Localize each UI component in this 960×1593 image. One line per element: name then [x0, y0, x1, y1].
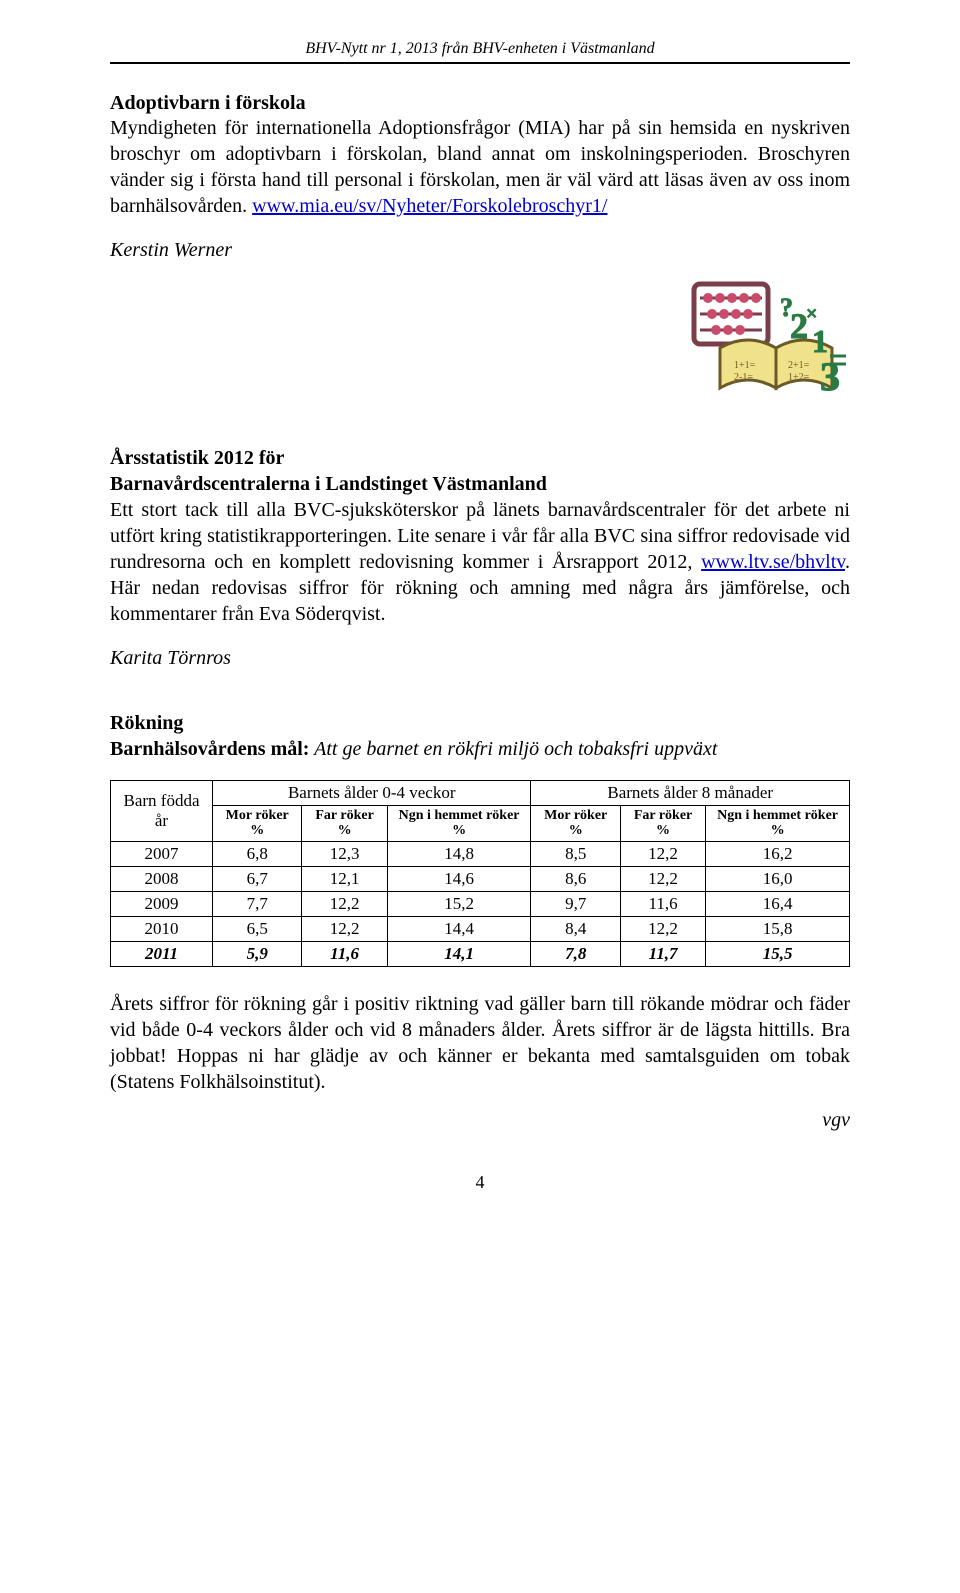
cell: 9,7	[531, 891, 620, 916]
table-row: 2007 6,8 12,3 14,8 8,5 12,2 16,2	[111, 841, 850, 866]
cell: 12,2	[302, 891, 387, 916]
title-line1: Årsstatistik 2012 för	[110, 447, 284, 469]
abacus-numbers-icon: 1+1= 2-1= 2+1= 1+2= 3 2 1 ? ×	[690, 280, 850, 410]
cell-year: 2010	[111, 916, 213, 941]
paragraph-adoptivbarn: Myndigheten för internationella Adoption…	[110, 115, 850, 219]
table-row: 2009 7,7 12,2 15,2 9,7 11,6 16,4	[111, 891, 850, 916]
sub-ngn-1: Ngn i hemmet röker %	[387, 806, 531, 842]
cell: 8,6	[531, 866, 620, 891]
cell: 16,4	[706, 891, 850, 916]
cell: 7,8	[531, 941, 620, 966]
rokning-title: Rökning	[110, 712, 183, 734]
page-number: 4	[110, 1172, 850, 1193]
cell: 12,2	[302, 916, 387, 941]
cell: 8,4	[531, 916, 620, 941]
table-row: 2011 5,9 11,6 14,1 7,8 11,7 15,5	[111, 941, 850, 966]
table-header-row-1: Barn födda år Barnets ålder 0-4 veckor B…	[111, 781, 850, 806]
link-ltv[interactable]: www.ltv.se/bhvltv	[701, 551, 845, 573]
running-header: BHV-Nytt nr 1, 2013 från BHV-enheten i V…	[110, 40, 850, 58]
cell: 15,8	[706, 916, 850, 941]
svg-text:?: ?	[780, 293, 793, 322]
section-title-adoptivbarn: Adoptivbarn i förskola	[110, 92, 850, 115]
cell: 6,7	[212, 866, 301, 891]
rokning-heading: Rökning Barnhälsovårdens mål: Att ge bar…	[110, 710, 850, 762]
col-group-8m: Barnets ålder 8 månader	[531, 781, 850, 806]
rokning-table-wrap: Barn födda år Barnets ålder 0-4 veckor B…	[110, 780, 850, 967]
table-row: 2008 6,7 12,1 14,6 8,6 12,2 16,0	[111, 866, 850, 891]
svg-text:3: 3	[820, 354, 840, 399]
cell: 15,5	[706, 941, 850, 966]
spacer	[110, 670, 850, 710]
table-row: 2010 6,5 12,2 14,4 8,4 12,2 15,8	[111, 916, 850, 941]
cell: 11,7	[620, 941, 705, 966]
sub-far-1: Far röker %	[302, 806, 387, 842]
cell: 5,9	[212, 941, 301, 966]
author-kerstin: Kerstin Werner	[110, 239, 850, 262]
goal-label: Barnhälsovårdens mål:	[110, 738, 309, 760]
section-title-arsstatistik: Årsstatistik 2012 för Barnavårdscentrale…	[110, 445, 850, 497]
svg-text:1+2=: 1+2=	[788, 372, 810, 383]
cell: 15,2	[387, 891, 531, 916]
cell-year: 2009	[111, 891, 213, 916]
cell: 16,2	[706, 841, 850, 866]
cell: 12,2	[620, 916, 705, 941]
cell-year: 2011	[111, 941, 213, 966]
page-root: BHV-Nytt nr 1, 2013 från BHV-enheten i V…	[0, 0, 960, 1253]
col-barn-fodda: Barn födda år	[111, 781, 213, 842]
rokning-after-table: Årets siffror för rökning går i positiv …	[110, 991, 850, 1095]
vgv-marker: vgv	[110, 1109, 850, 1132]
author-karita: Karita Törnros	[110, 647, 850, 670]
table-body: 2007 6,8 12,3 14,8 8,5 12,2 16,2 2008 6,…	[111, 841, 850, 966]
sub-far-2: Far röker %	[620, 806, 705, 842]
cell: 14,4	[387, 916, 531, 941]
cell: 14,6	[387, 866, 531, 891]
svg-text:×: ×	[806, 303, 817, 325]
table-header-row-2: Mor röker % Far röker % Ngn i hemmet rök…	[111, 806, 850, 842]
cell: 14,8	[387, 841, 531, 866]
col-group-0-4: Barnets ålder 0-4 veckor	[212, 781, 530, 806]
sub-mor-2: Mor röker %	[531, 806, 620, 842]
cell: 11,6	[302, 941, 387, 966]
cell: 16,0	[706, 866, 850, 891]
goal-text: Att ge barnet en rökfri miljö och tobaks…	[309, 738, 717, 760]
clipart-abacus-numbers: 1+1= 2-1= 2+1= 1+2= 3 2 1 ? ×	[110, 280, 850, 415]
cell: 11,6	[620, 891, 705, 916]
svg-text:1: 1	[812, 323, 828, 359]
svg-text:2+1=: 2+1=	[788, 360, 810, 371]
sub-ngn-2: Ngn i hemmet röker %	[706, 806, 850, 842]
cell: 12,2	[620, 866, 705, 891]
header-rule	[110, 62, 850, 64]
paragraph-arsstatistik: Ett stort tack till alla BVC-sjuksköters…	[110, 497, 850, 627]
svg-text:1+1=: 1+1=	[734, 360, 756, 371]
rokning-table: Barn födda år Barnets ålder 0-4 veckor B…	[110, 780, 850, 967]
cell: 6,5	[212, 916, 301, 941]
cell: 6,8	[212, 841, 301, 866]
svg-text:2-1=: 2-1=	[734, 372, 753, 383]
cell: 8,5	[531, 841, 620, 866]
cell: 12,1	[302, 866, 387, 891]
cell: 12,2	[620, 841, 705, 866]
sub-mor-1: Mor röker %	[212, 806, 301, 842]
cell: 7,7	[212, 891, 301, 916]
cell: 12,3	[302, 841, 387, 866]
cell-year: 2007	[111, 841, 213, 866]
cell: 14,1	[387, 941, 531, 966]
link-mia[interactable]: www.mia.eu/sv/Nyheter/Forskolebroschyr1/	[252, 195, 607, 217]
cell-year: 2008	[111, 866, 213, 891]
title-line2: Barnavårdscentralerna i Landstinget Väst…	[110, 473, 547, 495]
